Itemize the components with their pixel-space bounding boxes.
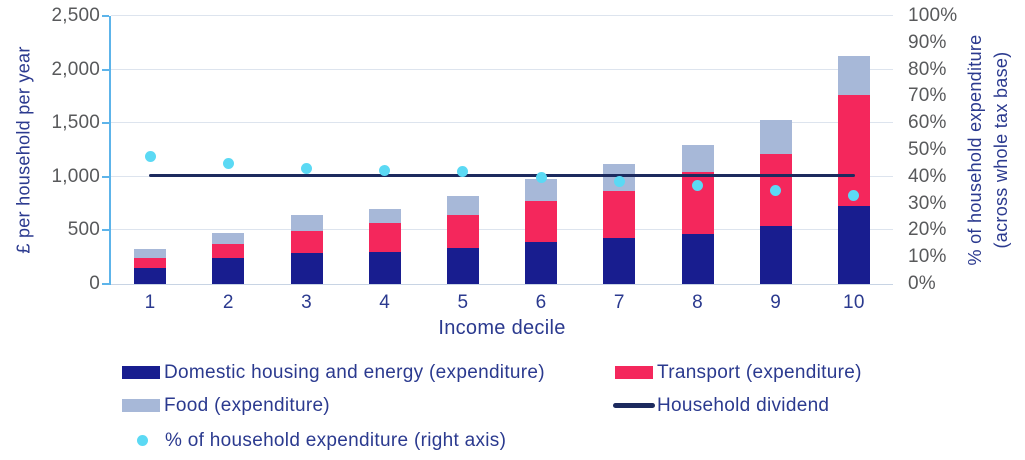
y-right-tick-label-10: 10% [908,246,947,268]
x-tick-label-5: 5 [457,292,469,313]
expenditure-dot-decile-1 [144,151,156,163]
bar-segment-food-decile-4 [368,208,401,224]
y-right-tick-label-50: 50% [908,139,947,160]
y-left-tick-mark-0 [102,283,109,285]
bar-segment-housing-decile-1 [134,267,167,284]
x-tick-label-1: 1 [144,292,156,313]
bar-segment-food-decile-1 [134,249,167,259]
y-left-tick-mark-2000 [102,68,109,71]
bar-segment-food-decile-6 [525,178,558,201]
bar-segment-housing-decile-4 [368,252,401,284]
y-right-tick-label-90: 90% [908,31,947,53]
y-right-axis-title-line1: % of household expenditure [964,34,985,266]
legend-label-transport: Transport (expenditure) [657,362,862,383]
legend-label-food: Food (expenditure) [164,395,330,416]
bar-segment-food-decile-10 [837,56,870,96]
bar-segment-food-decile-5 [446,196,479,215]
x-tick-label-4: 4 [379,292,391,313]
bar-segment-housing-decile-7 [603,237,636,284]
gridline-1500 [111,122,893,124]
legend-swatch-transport [615,366,653,379]
x-axis-title: Income decile [438,317,566,339]
bar-segment-housing-decile-5 [446,247,479,284]
legend-swatch-food [122,399,160,412]
x-tick-label-7: 7 [613,292,625,313]
bar-segment-food-decile-2 [212,233,245,245]
bar-segment-food-decile-3 [290,215,323,231]
legend-label-pct-expenditure: % of household expenditure (right axis) [165,430,507,451]
gridline-2000 [111,68,893,70]
y-left-tick-mark-1000 [102,175,109,178]
y-left-tick-label-2500: 2,500 [51,5,100,26]
expenditure-dot-decile-6 [535,171,547,183]
y-left-tick-label-0: 0 [89,273,100,294]
expenditure-dot-decile-5 [457,166,469,178]
bar-segment-housing-decile-2 [212,258,245,284]
y-left-axis-line [109,16,111,285]
y-right-tick-label-30: 30% [908,192,947,214]
y-right-axis-title-line2: (across whole tax base) [991,51,1011,249]
bar-segment-transport-decile-2 [212,244,245,259]
x-tick-label-10: 10 [843,292,865,313]
bar-segment-transport-decile-10 [837,95,870,206]
bar-segment-food-decile-9 [759,120,792,155]
bar-segment-transport-decile-4 [368,223,401,253]
bar-segment-housing-decile-8 [681,233,714,284]
bar-segment-housing-decile-9 [759,226,792,284]
y-left-tick-mark-2500 [102,15,109,17]
y-right-tick-label-60: 60% [908,112,947,134]
gridline-2500 [111,15,893,16]
gridline-0 [111,284,893,285]
y-left-tick-label-1000: 1,000 [51,165,100,187]
y-left-tick-label-1500: 1,500 [51,112,100,134]
x-tick-label-2: 2 [222,292,234,313]
bar-segment-transport-decile-6 [525,200,558,243]
bar-segment-transport-decile-7 [603,190,636,238]
y-left-tick-mark-1500 [102,122,109,125]
expenditure-dot-decile-7 [613,176,625,188]
bar-segment-transport-decile-5 [446,214,479,248]
bar-segment-housing-decile-3 [290,253,323,284]
expenditure-dot-decile-2 [222,157,234,169]
gridline-500 [111,229,893,231]
expenditure-dot-decile-4 [379,165,391,177]
bar-segment-housing-decile-10 [837,205,870,284]
y-left-tick-mark-500 [102,229,109,232]
y-right-tick-label-70: 70% [908,85,947,107]
plot-area [102,15,893,285]
legend-swatch-housing [122,366,160,379]
y-right-tick-label-20: 20% [908,219,947,241]
y-right-tick-label-0: 0% [908,273,936,294]
x-tick-label-6: 6 [535,292,547,313]
y-left-tick-label-500: 500 [67,219,100,241]
legend-dot-pct-expenditure [137,435,148,446]
legend-label-household-dividend: Household dividend [657,395,830,416]
legend-line-household-dividend [613,403,655,408]
x-tick-label-3: 3 [301,292,312,313]
y-right-tick-label-80: 80% [908,58,947,80]
y-left-tick-label-2000: 2,000 [51,58,100,80]
bar-segment-transport-decile-3 [290,230,323,254]
expenditure-dot-decile-3 [301,163,312,175]
expenditure-dot-decile-10 [848,190,860,202]
y-right-axis-title: % of household expenditure (across whole… [962,35,1014,266]
bar-segment-food-decile-8 [681,144,714,172]
bar-segment-transport-decile-1 [134,258,167,268]
x-tick-label-9: 9 [770,292,782,313]
household-dividend-line [149,174,855,178]
expenditure-dot-decile-8 [692,180,703,192]
expenditure-dot-decile-9 [770,184,782,196]
bar-segment-housing-decile-6 [525,242,558,284]
x-tick-label-8: 8 [692,292,703,313]
y-right-tick-label-100: 100% [908,5,958,26]
legend-label-housing: Domestic housing and energy (expenditure… [164,362,545,383]
y-right-tick-label-40: 40% [908,165,947,187]
